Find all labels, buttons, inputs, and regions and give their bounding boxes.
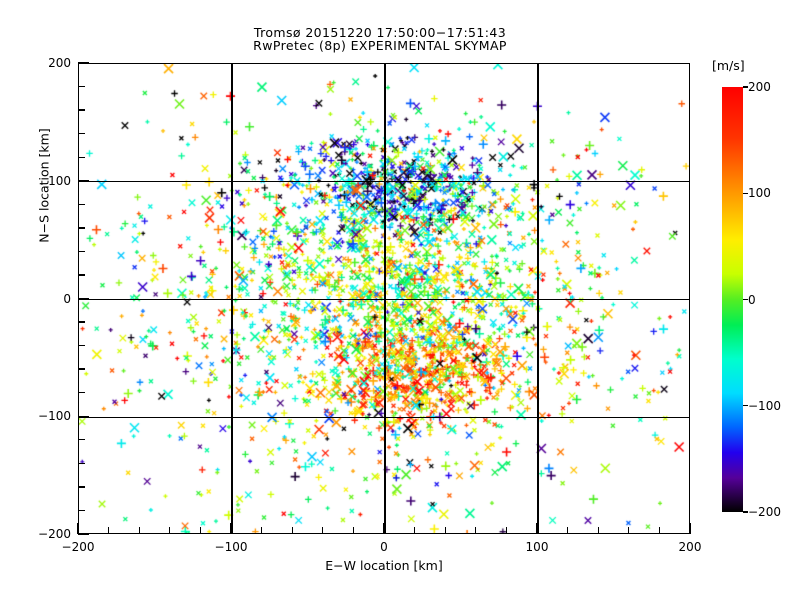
x-tick-minor [322,527,324,534]
y-tick-major [78,180,89,182]
y-tick-label: 200 [48,56,71,70]
x-tick-major [689,523,691,534]
y-tick-minor [78,156,85,158]
x-tick-minor [352,527,355,534]
gridline-horizontal [79,181,689,183]
colorbar: 200 100 0 −100 −200 [722,80,781,519]
x-tick-label: 200 [678,540,702,554]
y-tick-minor [78,132,85,135]
colorbar-unit-label: [m/s] [712,58,745,73]
y-tick-minor [78,109,85,111]
y-tick-minor [78,203,85,205]
gridline-vertical [231,64,233,533]
x-tick-minor [444,527,446,534]
gridline-vertical [384,64,386,533]
colorbar-tick [743,511,748,513]
x-tick-minor [413,527,416,534]
y-tick-label: 100 [48,173,71,188]
x-axis-label: E−W location [km] [325,558,443,573]
x-tick-minor [199,527,202,534]
y-tick-label: −100 [38,409,71,424]
x-tick-minor [505,527,508,534]
x-tick-label: 100 [525,540,549,554]
x-tick-minor [628,527,630,534]
colorbar-tick [743,298,748,301]
x-tick-label: 0 [380,540,388,554]
colorbar-gradient [722,87,743,512]
y-tick-minor [78,321,85,323]
gridline-horizontal [79,298,689,301]
y-tick-major [78,62,89,64]
x-tick-minor [475,527,477,534]
plot-area [78,63,690,534]
y-tick-minor [78,462,85,465]
x-tick-major [230,523,232,534]
y-tick-minor [78,344,85,347]
x-tick-minor [138,527,140,534]
y-tick-minor [78,392,85,394]
y-tick-minor [78,250,85,253]
colorbar-tick-label: 0 [748,292,756,307]
x-tick-minor [107,527,110,534]
y-tick-label: 0 [63,291,71,306]
x-tick-major [383,523,385,534]
colorbar-tick-label: −200 [748,505,781,519]
colorbar-tick [743,192,748,194]
y-tick-label: −200 [38,527,71,541]
x-tick-minor [566,527,569,534]
y-tick-minor [78,439,85,441]
figure-title: Tromsø 20151220 17:50:00−17:51:43 RwPret… [0,26,760,52]
x-tick-minor [658,527,661,534]
scatter-plot-canvas [79,64,689,533]
title-line-1: Tromsø 20151220 17:50:00−17:51:43 [253,25,507,40]
y-tick-minor [78,274,85,276]
y-tick-major [78,415,89,418]
colorbar-tick-label: 200 [748,80,771,94]
colorbar-tick [743,86,748,88]
y-tick-minor [78,368,85,370]
y-tick-major [78,297,89,300]
x-tick-major [536,523,538,534]
x-tick-label: −200 [61,540,95,554]
gridline-vertical [537,64,539,533]
x-tick-minor [291,527,293,534]
y-axis-label: N−S location [km] [36,128,52,243]
y-tick-minor [78,486,85,488]
title-line-2: RwPretec (8p) EXPERIMENTAL SKYMAP [253,38,507,53]
y-tick-minor [78,227,85,229]
x-tick-label: −100 [214,540,248,554]
colorbar-tick-label: 100 [748,186,771,201]
x-tick-minor [597,527,599,534]
x-tick-minor [169,527,171,534]
y-tick-minor [78,509,85,512]
colorbar-tick-label: −100 [748,398,781,413]
x-tick-major [77,523,79,534]
colorbar-tick [743,405,748,407]
y-tick-minor [78,85,85,88]
y-tick-major [78,533,89,535]
gridline-horizontal [79,416,689,418]
x-tick-minor [260,527,263,534]
